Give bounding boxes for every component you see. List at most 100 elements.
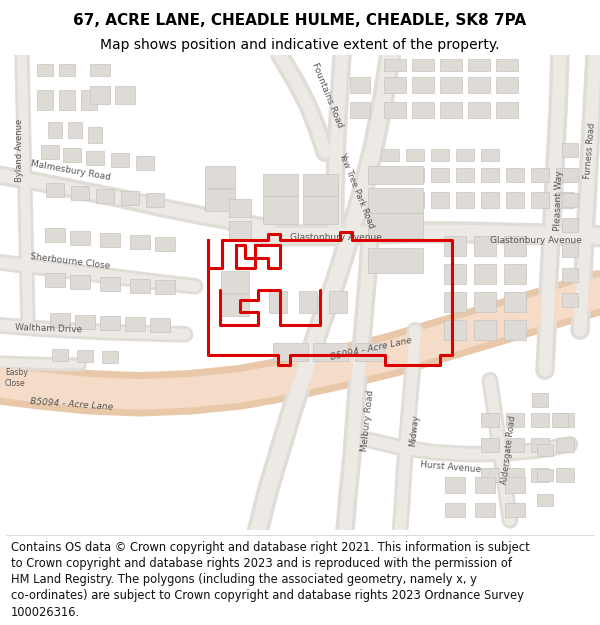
Bar [504,320,526,340]
Bar [302,174,337,196]
Bar [329,291,347,313]
Text: 100026316.: 100026316. [11,606,80,619]
Bar [48,122,62,138]
Bar [475,503,495,518]
Bar [444,320,466,340]
Bar [456,168,474,182]
Text: Glastonbury Avenue: Glastonbury Avenue [490,236,582,245]
Bar [96,189,114,203]
Bar [111,153,129,168]
Bar [50,313,70,328]
Text: co-ordinates) are subject to Crown copyright and database rights 2023 Ordnance S: co-ordinates) are subject to Crown copyr… [11,589,524,602]
Text: Map shows position and indicative extent of the property.: Map shows position and indicative extent… [100,38,500,52]
Text: Aldersgate Road: Aldersgate Road [500,416,517,485]
Bar [102,351,118,363]
Bar [367,166,422,184]
Bar [263,174,298,196]
Bar [269,291,287,313]
Bar [562,168,578,182]
Bar [381,168,399,182]
Bar [63,148,81,162]
Text: Midway: Midway [408,414,420,447]
Bar [481,413,499,428]
Bar [431,192,449,208]
Bar [406,168,424,182]
Bar [90,86,110,104]
Text: Sherbourne Close: Sherbourne Close [30,252,111,270]
Bar [46,183,64,198]
Text: Byland Avenue: Byland Avenue [14,119,23,182]
Bar [90,64,110,76]
Bar [155,280,175,294]
Text: B5094 - Acre Lane: B5094 - Acre Lane [330,336,413,362]
Text: Hurst Avenue: Hurst Avenue [420,460,482,474]
Bar [474,236,496,256]
Bar [506,168,524,182]
Bar [468,78,490,93]
Text: Contains OS data © Crown copyright and database right 2021. This information is : Contains OS data © Crown copyright and d… [11,541,530,554]
Bar [562,243,578,258]
Text: Fountains Road: Fountains Road [310,61,344,129]
Bar [136,156,154,170]
Bar [444,292,466,312]
Text: 67, ACRE LANE, CHEADLE HULME, CHEADLE, SK8 7PA: 67, ACRE LANE, CHEADLE HULME, CHEADLE, S… [73,13,527,28]
Bar [70,231,90,245]
Bar [556,168,574,182]
Bar [474,264,496,284]
Bar [496,102,518,118]
Bar [384,78,406,93]
Bar [444,236,466,256]
Bar [205,189,235,211]
Bar [130,235,150,249]
Bar [532,393,548,408]
Bar [475,478,495,493]
Bar [562,293,578,308]
Text: Pleasant Way: Pleasant Way [553,170,564,231]
Bar [456,192,474,208]
Bar [381,192,399,208]
Bar [505,478,525,493]
Bar [505,503,525,518]
Bar [474,292,496,312]
Bar [444,264,466,284]
Bar [562,143,578,158]
Bar [531,468,549,482]
Bar [367,248,422,272]
Bar [412,102,434,118]
Bar [440,78,462,93]
Bar [41,145,59,159]
Text: B5094 - Acre Lane: B5094 - Acre Lane [30,398,113,412]
Bar [506,192,524,208]
Bar [313,343,347,361]
Bar [350,78,370,93]
Bar [125,318,145,331]
Bar [86,151,104,165]
Text: HM Land Registry. The polygons (including the associated geometry, namely x, y: HM Land Registry. The polygons (includin… [11,573,476,586]
Bar [556,413,574,428]
Bar [552,413,568,428]
Bar [481,149,499,161]
Bar [367,188,422,213]
Bar [504,292,526,312]
Bar [481,468,499,482]
Bar [537,469,553,481]
Bar [272,343,308,361]
Bar [556,468,574,482]
Bar [52,349,68,361]
Bar [37,64,53,76]
Bar [77,350,93,362]
Bar [299,291,317,313]
Bar [59,90,75,110]
Bar [531,413,549,428]
Bar [562,268,578,282]
Text: Waltham Drive: Waltham Drive [15,323,82,334]
Bar [556,438,574,452]
Bar [302,196,337,224]
Bar [205,166,235,188]
Bar [263,196,298,224]
Bar [384,59,406,71]
Bar [45,273,65,288]
Bar [150,318,170,332]
Bar [100,233,120,248]
Bar [431,149,449,161]
